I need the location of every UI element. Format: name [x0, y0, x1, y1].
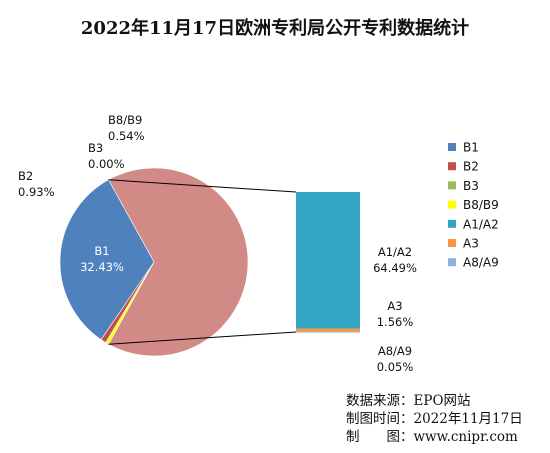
data-label-value: 0.54%	[108, 129, 145, 143]
date-line: 制图时间：2022年11月17日	[346, 407, 523, 427]
author-value: www.cnipr.com	[413, 429, 518, 445]
data-label-value: 1.56%	[377, 315, 414, 329]
legend-item-a3: A3	[448, 237, 479, 251]
stacked-bar	[296, 192, 360, 333]
data-label-category: B8/B9	[108, 113, 142, 127]
data-label-b2: B2 0.93%	[18, 169, 55, 199]
data-label-a8-a9: A8/A9 0.05%	[377, 344, 414, 374]
data-label-category: A1/A2	[378, 245, 412, 259]
legend-swatch	[448, 239, 456, 247]
date-value: 2022年11月17日	[413, 411, 523, 427]
data-label-a3: A3 1.56%	[377, 299, 414, 329]
legend-label: B1	[463, 141, 479, 155]
data-label-b3: B3 0.00%	[88, 141, 125, 171]
legend-swatch	[448, 162, 456, 171]
data-label-value: 64.49%	[373, 261, 417, 275]
data-label-value: 0.93%	[18, 185, 55, 199]
author-label: 制 图：	[346, 429, 414, 445]
data-label-value: 0.05%	[377, 360, 414, 374]
data-labels: B1 32.43% B2 0.93% B3 0.00% B8/B9 0.54% A1/A2 64.…	[18, 113, 417, 374]
data-label-category: B1	[94, 244, 109, 258]
connector-line-bottom	[108, 331, 297, 345]
legend-label: A8/A9	[463, 256, 499, 270]
bar-segment-a1-a2	[296, 192, 360, 329]
legend-label: B3	[463, 179, 479, 193]
bar-segment-a3	[296, 328, 360, 332]
legend-swatch	[448, 219, 456, 228]
source-line: 数据来源：EPO网站	[346, 389, 471, 409]
data-label-b8-b9: B8/B9 0.54%	[108, 113, 145, 143]
data-label-value: 0.00%	[88, 157, 125, 171]
connector-line-top	[108, 179, 297, 193]
legend-item-b8-b9: B8/B9	[448, 198, 499, 212]
data-label-a1-a2: A1/A2 64.49%	[373, 245, 417, 275]
pie-slices	[59, 167, 249, 357]
legend-item-b2: B2	[448, 160, 479, 174]
pie-slice-other	[108, 167, 249, 357]
data-label-category: A8/A9	[378, 344, 412, 358]
data-label-category: B3	[88, 141, 103, 155]
legend-label: B8/B9	[463, 198, 499, 212]
legend-item-a8-a9: A8/A9	[448, 256, 499, 270]
legend-label: A1/A2	[463, 217, 499, 231]
pie-slice-b1	[59, 179, 155, 341]
date-label: 制图时间：	[346, 411, 414, 427]
legend-label: B2	[463, 160, 479, 174]
legend-item-b3: B3	[448, 179, 479, 193]
data-label-value: 32.43%	[80, 260, 124, 274]
bar-segment-a8-a9	[296, 331, 360, 333]
data-label-b1: B1 32.43%	[80, 244, 124, 274]
pie-slice-b8-b9	[105, 261, 155, 345]
legend-item-a1-a2: A1/A2	[448, 217, 499, 231]
source-label: 数据来源：	[346, 393, 414, 409]
legend-swatch	[448, 181, 456, 190]
author-line: 制 图：www.cnipr.com	[346, 425, 518, 445]
legend: B1 B2 B3 B8/B9 A1/A2 A3 A8/A9	[448, 141, 499, 270]
legend-swatch	[448, 143, 456, 151]
legend-item-b1: B1	[448, 141, 479, 155]
data-label-category: A3	[387, 299, 402, 313]
data-label-category: B2	[18, 169, 33, 183]
source-value: EPO网站	[413, 393, 471, 409]
legend-label: A3	[463, 237, 479, 251]
connector-lines	[108, 179, 297, 345]
legend-swatch	[448, 258, 456, 267]
legend-swatch	[448, 200, 456, 209]
chart-title: 2022年11月17日欧洲专利局公开专利数据统计	[80, 18, 470, 39]
